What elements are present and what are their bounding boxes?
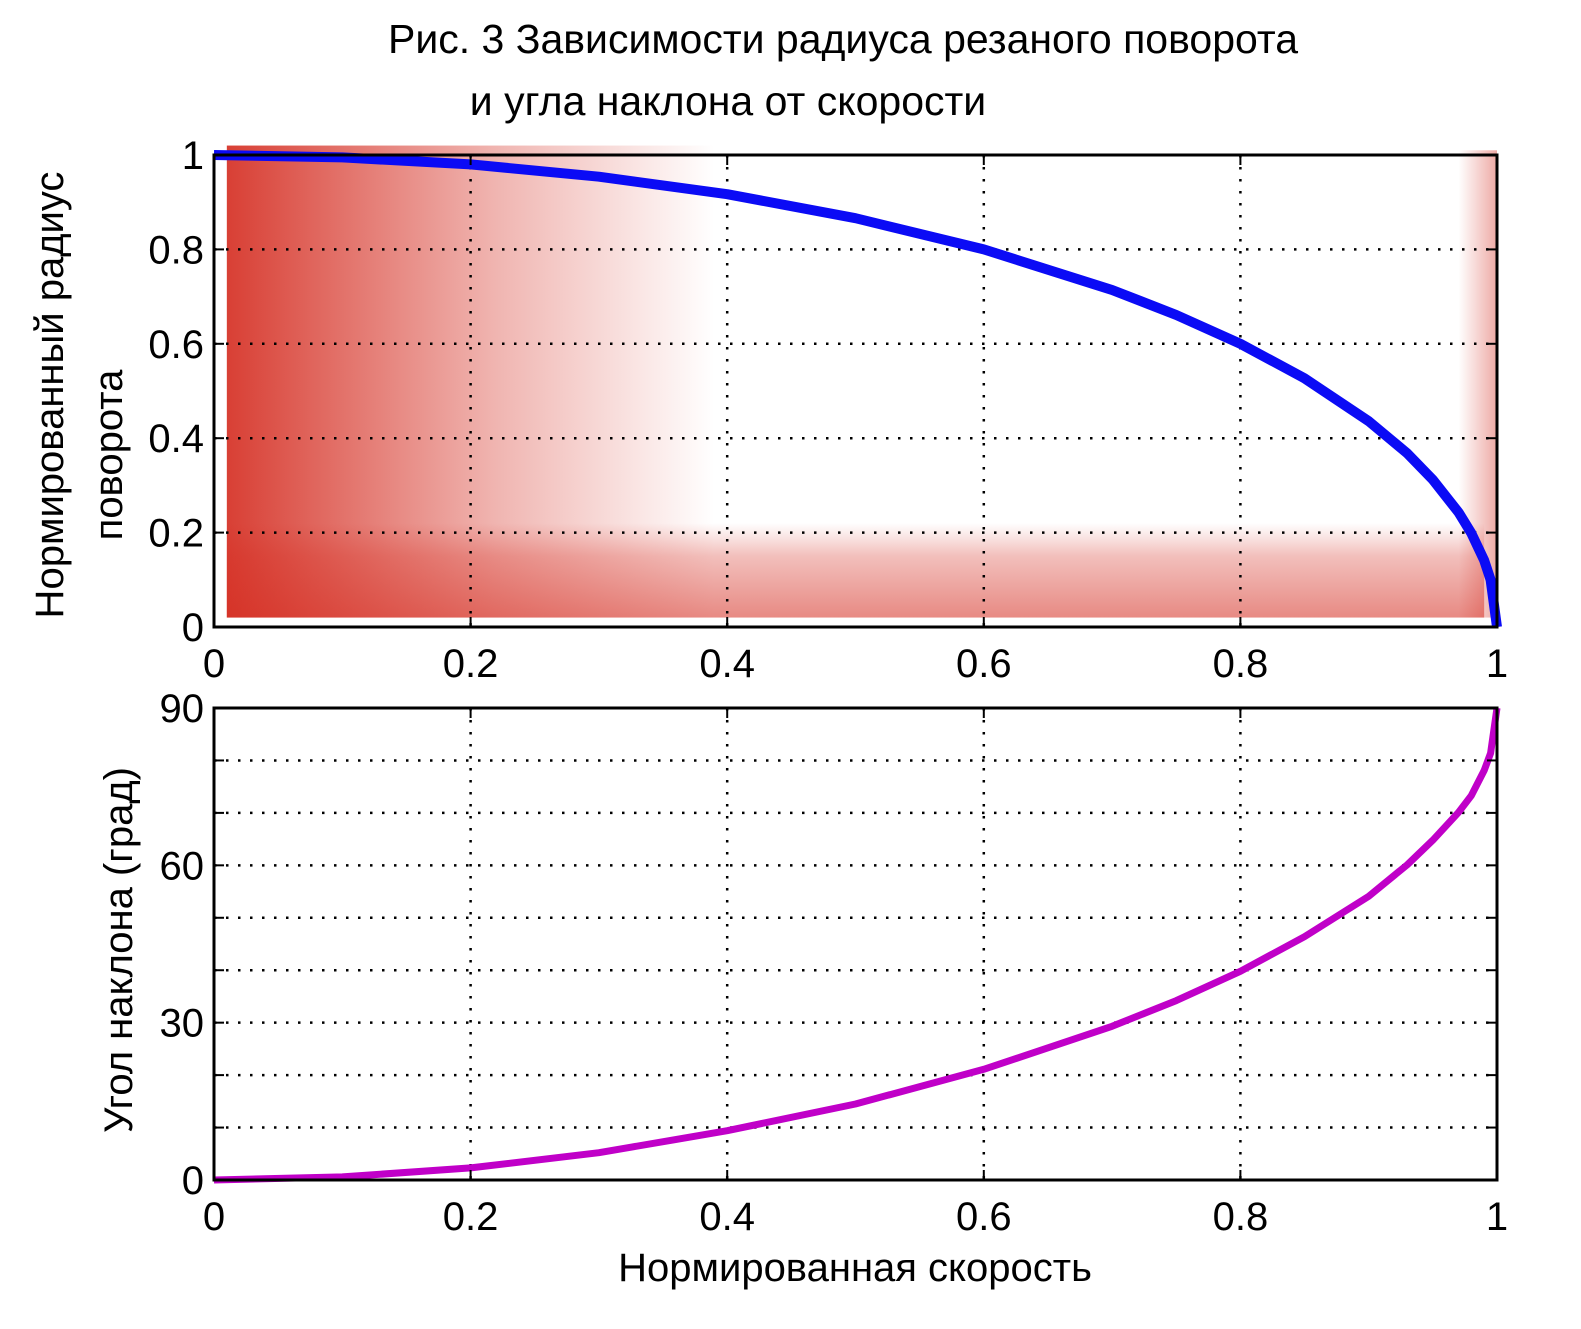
radius-plot-ytick-label: 0 bbox=[182, 606, 204, 650]
chart-title-line2: и угла наклона от скорости bbox=[470, 78, 986, 124]
tilt-plot-xtick-label: 0 bbox=[203, 1195, 225, 1239]
radius-plot-ytick-label: 0.6 bbox=[148, 323, 204, 367]
tilt-plot-xtick-label: 0.8 bbox=[1213, 1195, 1269, 1239]
tilt-plot-xtick-label: 0.2 bbox=[443, 1195, 499, 1239]
radius-plot-ylabel-line1: Нормированный радиус bbox=[28, 172, 72, 619]
radius-plot-shading bbox=[226, 145, 1497, 618]
tilt-plot: 0 0.2 0.4 0.6 0.8 1 0 30 60 90 Угол наклона (град… bbox=[97, 687, 1508, 1290]
tilt-plot-ylabel: Угол наклона (град) bbox=[97, 767, 141, 1133]
radius-plot-xtick-label: 0.4 bbox=[699, 642, 755, 686]
radius-plot-series bbox=[213, 150, 1502, 628]
radius-plot-ytick-label: 0.4 bbox=[148, 417, 204, 461]
tilt-plot-series bbox=[213, 707, 1501, 1184]
tilt-plot-series-line bbox=[213, 707, 1501, 1184]
radius-plot-ytick-label: 0.8 bbox=[148, 228, 204, 272]
tilt-plot-ytick-label: 90 bbox=[160, 687, 205, 731]
radius-plot-xtick-label: 1 bbox=[1486, 642, 1508, 686]
radius-plot-tick-labels: 0 0.2 0.4 0.6 0.8 1 0 0.2 0.4 0.6 0.8 1 bbox=[148, 134, 1508, 686]
radius-plot-ytick-label: 0.2 bbox=[148, 512, 204, 556]
tilt-plot-ytick-label: 0 bbox=[182, 1159, 204, 1203]
radius-plot-xtick-label: 0.8 bbox=[1213, 642, 1269, 686]
tilt-plot-axes bbox=[212, 706, 1499, 1182]
radius-plot-ylabel-line2: поворота bbox=[87, 369, 131, 540]
radius-plot-frame bbox=[212, 153, 1499, 629]
tilt-plot-frame bbox=[212, 706, 1499, 1182]
tilt-plot-grid bbox=[212, 706, 1499, 1182]
chart-title-line1: Рис. 3 Зависимости радиуса резаного пово… bbox=[388, 16, 1298, 62]
tilt-plot-ytick-label: 60 bbox=[160, 844, 205, 888]
tilt-plot-tick-labels: 0 0.2 0.4 0.6 0.8 1 0 30 60 90 bbox=[160, 687, 1509, 1239]
tilt-plot-xtick-label: 1 bbox=[1486, 1195, 1508, 1239]
radius-plot-xtick-label: 0.2 bbox=[443, 642, 499, 686]
radius-plot-xtick-label: 0 bbox=[203, 642, 225, 686]
radius-plot-series-line bbox=[213, 150, 1502, 628]
radius-plot-axes bbox=[212, 153, 1499, 629]
radius-plot-ytick-label: 1 bbox=[182, 134, 204, 178]
radius-plot-xtick-label: 0.6 bbox=[956, 642, 1012, 686]
radius-plot-shade-region bbox=[226, 523, 1485, 618]
tilt-plot-xtick-label: 0.4 bbox=[699, 1195, 755, 1239]
tilt-plot-xlabel: Нормированная скорость bbox=[618, 1246, 1092, 1290]
radius-plot: 0 0.2 0.4 0.6 0.8 1 0 0.2 0.4 0.6 0.8 1 Нормированн… bbox=[28, 134, 1508, 686]
tilt-plot-ytick-label: 30 bbox=[160, 1002, 205, 1046]
tilt-plot-xtick-label: 0.6 bbox=[956, 1195, 1012, 1239]
